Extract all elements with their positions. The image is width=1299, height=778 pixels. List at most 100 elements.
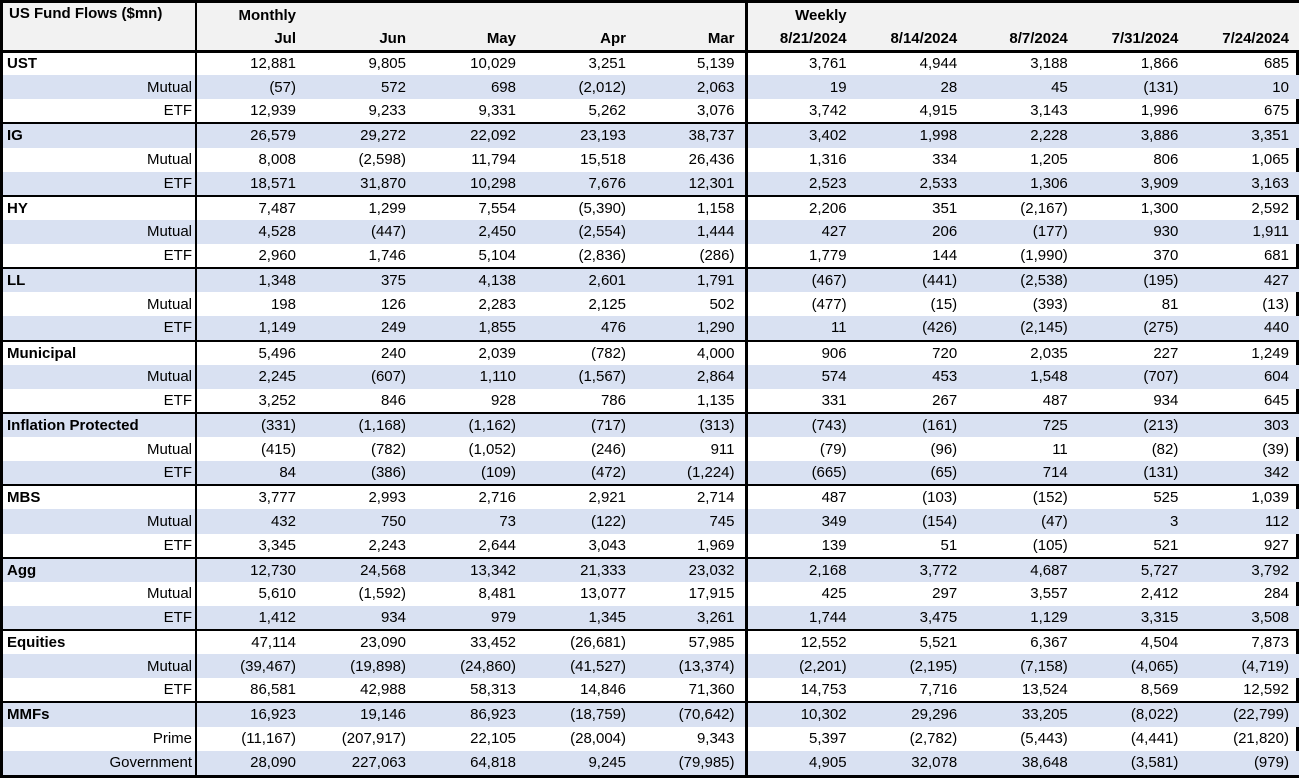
cell-value-monthly: 7,554 [416, 194, 526, 220]
cell-value-monthly: 10,029 [470, 55, 516, 73]
cell-value-monthly: 1,135 [636, 388, 748, 413]
cell-value-monthly: (472) [590, 464, 626, 482]
cell-value-weekly: (103) [856, 484, 968, 510]
cell-value-weekly: 2,035 [967, 339, 1078, 365]
cell-value-monthly: (1,168) [306, 411, 416, 437]
detail-row: ETF 3,345 2,243 2,644 3,043 1,969 139 51 (105) 52… [3, 533, 1299, 558]
cell-value-monthly: 26,436 [636, 147, 748, 172]
cell-value-monthly: 2,960 [258, 247, 296, 265]
cell-value-monthly: 1,345 [588, 608, 626, 626]
cell-value-weekly: 714 [1042, 464, 1068, 482]
cell-value-weekly: 4,504 [1077, 628, 1189, 655]
cell-value-monthly: (122) [590, 512, 626, 530]
cell-value-weekly: (96) [930, 440, 958, 458]
cell-value-monthly: (717) [526, 411, 636, 437]
row-label: Mutual [3, 437, 197, 462]
cell-value-weekly: 28 [940, 78, 958, 96]
cell-value-monthly: 58,313 [470, 681, 516, 699]
cell-value-monthly: 28,090 [250, 754, 296, 772]
row-label: ETF [3, 605, 197, 630]
cell-value-monthly: (57) [269, 78, 296, 96]
cell-value-weekly: 1,300 [1077, 194, 1189, 220]
cell-value-weekly: (154) [922, 512, 958, 530]
cell-value-weekly: (79) [819, 440, 847, 458]
cell-value-weekly: 5,727 [1077, 556, 1189, 582]
cell-value-weekly: (15) [930, 295, 958, 313]
cell-value-monthly: 2,716 [416, 484, 526, 510]
header-spacer [967, 3, 1078, 27]
detail-row: Mutual (39,467) (19,898) (24,860) (41,527) (1… [3, 654, 1299, 679]
detail-row: Mutual (57) 572 698 (2,012) 2,063 19 28 45 (131) 1… [3, 75, 1299, 100]
detail-row: Mutual 5,610 (1,592) 8,481 13,077 17,915 425 29… [3, 581, 1299, 606]
cell-value-monthly: (1,162) [416, 411, 526, 437]
section-label-weekly: Weekly [746, 3, 857, 27]
cell-value-monthly: 934 [380, 608, 406, 626]
cell-value-weekly: (195) [1077, 267, 1189, 293]
row-label: Mutual [3, 75, 197, 100]
cell-value-weekly: 3 [1170, 512, 1179, 530]
detail-row: ETF 2,960 1,746 5,104 (2,836) (286) 1,779 144 (1… [3, 244, 1299, 269]
cell-value-weekly: 1,779 [809, 247, 847, 265]
header-spacer [1077, 3, 1189, 27]
cell-value-weekly: 1,316 [809, 151, 847, 169]
cell-value-monthly: (70,642) [636, 701, 748, 727]
cell-value-monthly: 12,730 [196, 556, 306, 582]
cell-value-weekly: 45 [1051, 78, 1068, 96]
row-label: Mutual [3, 654, 197, 679]
column-header-week-5: 7/24/2024 [1188, 27, 1299, 53]
cell-value-weekly: (213) [1077, 411, 1189, 437]
cell-value-monthly: 786 [600, 391, 626, 409]
cell-value-monthly: (246) [590, 440, 626, 458]
header-spacer [1188, 3, 1299, 27]
row-label: ETF [3, 388, 197, 413]
cell-value-weekly: 720 [856, 339, 968, 365]
cell-value-weekly: 8,569 [1140, 681, 1179, 699]
cell-value-monthly: (79,985) [636, 750, 748, 775]
cell-value-weekly: 1,911 [1252, 223, 1289, 241]
cell-value-weekly: 3,163 [1251, 174, 1289, 192]
cell-value-monthly: 249 [380, 319, 406, 337]
cell-value-monthly: 3,777 [196, 484, 306, 510]
cell-value-monthly: (1,592) [358, 585, 406, 603]
cell-value-monthly: (19,898) [350, 657, 406, 675]
cell-value-monthly: 31,870 [360, 174, 406, 192]
category-label: Municipal [3, 339, 197, 365]
row-label: ETF [3, 533, 197, 558]
cell-value-monthly: 84 [279, 464, 296, 482]
cell-value-weekly: 3,761 [809, 55, 847, 73]
row-label: ETF [3, 99, 197, 124]
cell-value-monthly: 9,331 [478, 102, 516, 120]
cell-value-monthly: (109) [480, 464, 516, 482]
cell-value-weekly: 3,557 [1030, 585, 1068, 603]
cell-value-weekly: 525 [1077, 484, 1189, 510]
category-label: MBS [3, 484, 197, 510]
cell-value-monthly: 9,805 [368, 55, 406, 73]
row-label: Mutual [3, 364, 197, 389]
cell-value-weekly: 10,302 [746, 701, 857, 727]
cell-value-monthly: 2,864 [636, 364, 748, 389]
cell-value-weekly: (979) [1253, 754, 1289, 772]
cell-value-weekly: 2,206 [746, 194, 857, 220]
header-spacer [416, 3, 526, 27]
cell-value-monthly: (13,374) [636, 654, 748, 679]
cell-value-weekly: (2,782) [909, 730, 958, 748]
cell-value-monthly: 2,714 [636, 484, 748, 510]
cell-value-weekly: 2,523 [809, 174, 847, 192]
cell-value-weekly: 11 [1052, 440, 1068, 458]
cell-value-monthly: 375 [306, 267, 416, 293]
cell-value-weekly: 112 [1265, 512, 1289, 530]
detail-row: ETF 3,252 846 928 786 1,135 331 267 487 934 645 [3, 388, 1299, 413]
cell-value-monthly: 71,360 [636, 678, 748, 703]
category-row: IG 26,579 29,272 22,092 23,193 38,737 3,402 1,9… [3, 122, 1299, 148]
cell-value-monthly: (24,860) [460, 657, 516, 675]
cell-value-weekly: 370 [1153, 247, 1179, 265]
cell-value-weekly: 2,592 [1188, 194, 1299, 220]
cell-value-weekly: 51 [940, 536, 958, 554]
cell-value-monthly: (415) [260, 440, 296, 458]
category-row: MMFs 16,923 19,146 86,923 (18,759) (70,642) 10… [3, 701, 1299, 727]
cell-value-monthly: 29,272 [306, 122, 416, 148]
cell-value-weekly: 4,687 [967, 556, 1078, 582]
cell-value-weekly: (4,719) [1241, 657, 1289, 675]
category-row: MBS 3,777 2,993 2,716 2,921 2,714 487 (103) (152… [3, 484, 1299, 510]
